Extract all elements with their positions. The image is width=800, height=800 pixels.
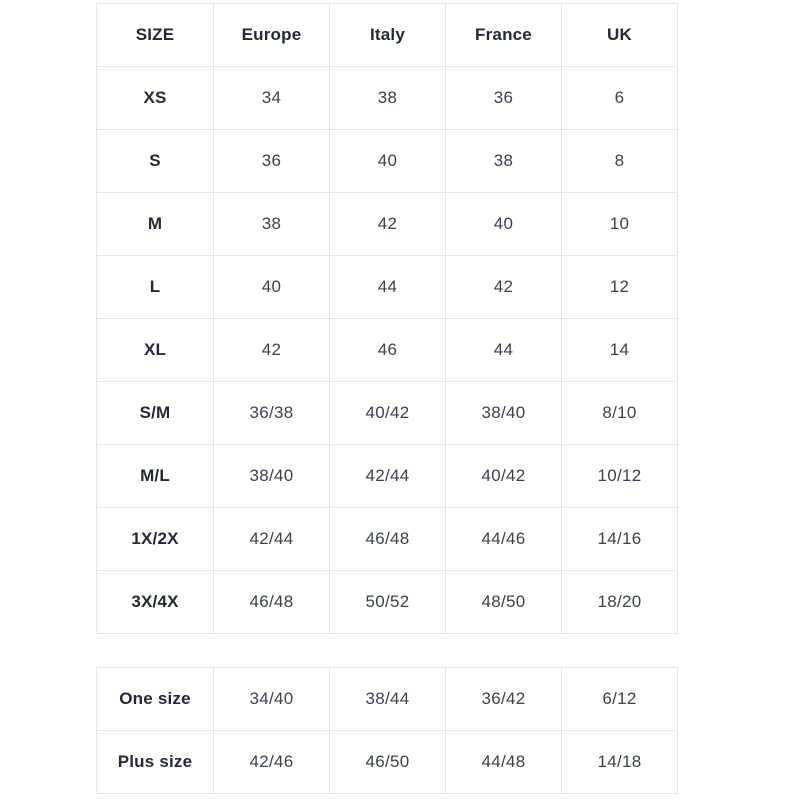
- column-header-uk: UK: [561, 3, 678, 67]
- cell-uk: 10: [561, 192, 678, 256]
- cell-france: 36: [445, 66, 562, 130]
- table-row: S 36 40 38 8: [96, 129, 678, 193]
- row-label: 1X/2X: [96, 507, 214, 571]
- cell-europe: 42: [213, 318, 330, 382]
- row-label: M: [96, 192, 214, 256]
- cell-europe: 46/48: [213, 570, 330, 634]
- cell-france: 38: [445, 129, 562, 193]
- table-row: S/M 36/38 40/42 38/40 8/10: [96, 381, 678, 445]
- cell-france: 42: [445, 255, 562, 319]
- cell-uk: 6: [561, 66, 678, 130]
- row-label: L: [96, 255, 214, 319]
- cell-uk: 8/10: [561, 381, 678, 445]
- cell-france: 44: [445, 318, 562, 382]
- cell-uk: 10/12: [561, 444, 678, 508]
- column-header-size: SIZE: [96, 3, 214, 67]
- column-header-europe: Europe: [213, 3, 330, 67]
- cell-uk: 18/20: [561, 570, 678, 634]
- cell-europe: 42/44: [213, 507, 330, 571]
- cell-uk: 8: [561, 129, 678, 193]
- table-row: 1X/2X 42/44 46/48 44/46 14/16: [96, 507, 678, 571]
- header-row: SIZE Europe Italy France UK: [96, 3, 678, 67]
- cell-france: 40: [445, 192, 562, 256]
- table-row: XL 42 46 44 14: [96, 318, 678, 382]
- row-label: 3X/4X: [96, 570, 214, 634]
- column-header-france: France: [445, 3, 562, 67]
- cell-europe: 40: [213, 255, 330, 319]
- column-header-italy: Italy: [329, 3, 446, 67]
- cell-italy: 46/50: [329, 730, 446, 794]
- table-body: XS 34 38 36 6 S 36 40 38 8 M 38 42 40 10: [96, 66, 678, 634]
- cell-europe: 38/40: [213, 444, 330, 508]
- cell-france: 40/42: [445, 444, 562, 508]
- cell-france: 48/50: [445, 570, 562, 634]
- cell-uk: 14: [561, 318, 678, 382]
- table-row: M 38 42 40 10: [96, 192, 678, 256]
- cell-france: 44/46: [445, 507, 562, 571]
- cell-europe: 38: [213, 192, 330, 256]
- row-label: S: [96, 129, 214, 193]
- table-row: One size 34/40 38/44 36/42 6/12: [96, 667, 678, 731]
- cell-europe: 42/46: [213, 730, 330, 794]
- cell-italy: 40/42: [329, 381, 446, 445]
- cell-europe: 34/40: [213, 667, 330, 731]
- cell-italy: 38/44: [329, 667, 446, 731]
- cell-italy: 46/48: [329, 507, 446, 571]
- row-label: XS: [96, 66, 214, 130]
- size-conversion-table: SIZE Europe Italy France UK XS 34 38 36 …: [96, 3, 678, 634]
- table-header: SIZE Europe Italy France UK: [96, 3, 678, 67]
- cell-italy: 42: [329, 192, 446, 256]
- cell-france: 44/48: [445, 730, 562, 794]
- cell-uk: 14/18: [561, 730, 678, 794]
- table-row: XS 34 38 36 6: [96, 66, 678, 130]
- row-label: S/M: [96, 381, 214, 445]
- cell-france: 38/40: [445, 381, 562, 445]
- row-label: Plus size: [96, 730, 214, 794]
- table-row: Plus size 42/46 46/50 44/48 14/18: [96, 730, 678, 794]
- table-row: M/L 38/40 42/44 40/42 10/12: [96, 444, 678, 508]
- cell-italy: 50/52: [329, 570, 446, 634]
- cell-uk: 12: [561, 255, 678, 319]
- cell-italy: 46: [329, 318, 446, 382]
- cell-uk: 6/12: [561, 667, 678, 731]
- one-size-conversion-table: One size 34/40 38/44 36/42 6/12 Plus siz…: [96, 667, 678, 794]
- cell-italy: 40: [329, 129, 446, 193]
- row-label: One size: [96, 667, 214, 731]
- row-label: M/L: [96, 444, 214, 508]
- table-body: One size 34/40 38/44 36/42 6/12 Plus siz…: [96, 667, 678, 794]
- cell-italy: 42/44: [329, 444, 446, 508]
- cell-italy: 38: [329, 66, 446, 130]
- table-row: L 40 44 42 12: [96, 255, 678, 319]
- cell-europe: 36/38: [213, 381, 330, 445]
- cell-europe: 36: [213, 129, 330, 193]
- cell-uk: 14/16: [561, 507, 678, 571]
- cell-italy: 44: [329, 255, 446, 319]
- table-row: 3X/4X 46/48 50/52 48/50 18/20: [96, 570, 678, 634]
- row-label: XL: [96, 318, 214, 382]
- cell-france: 36/42: [445, 667, 562, 731]
- cell-europe: 34: [213, 66, 330, 130]
